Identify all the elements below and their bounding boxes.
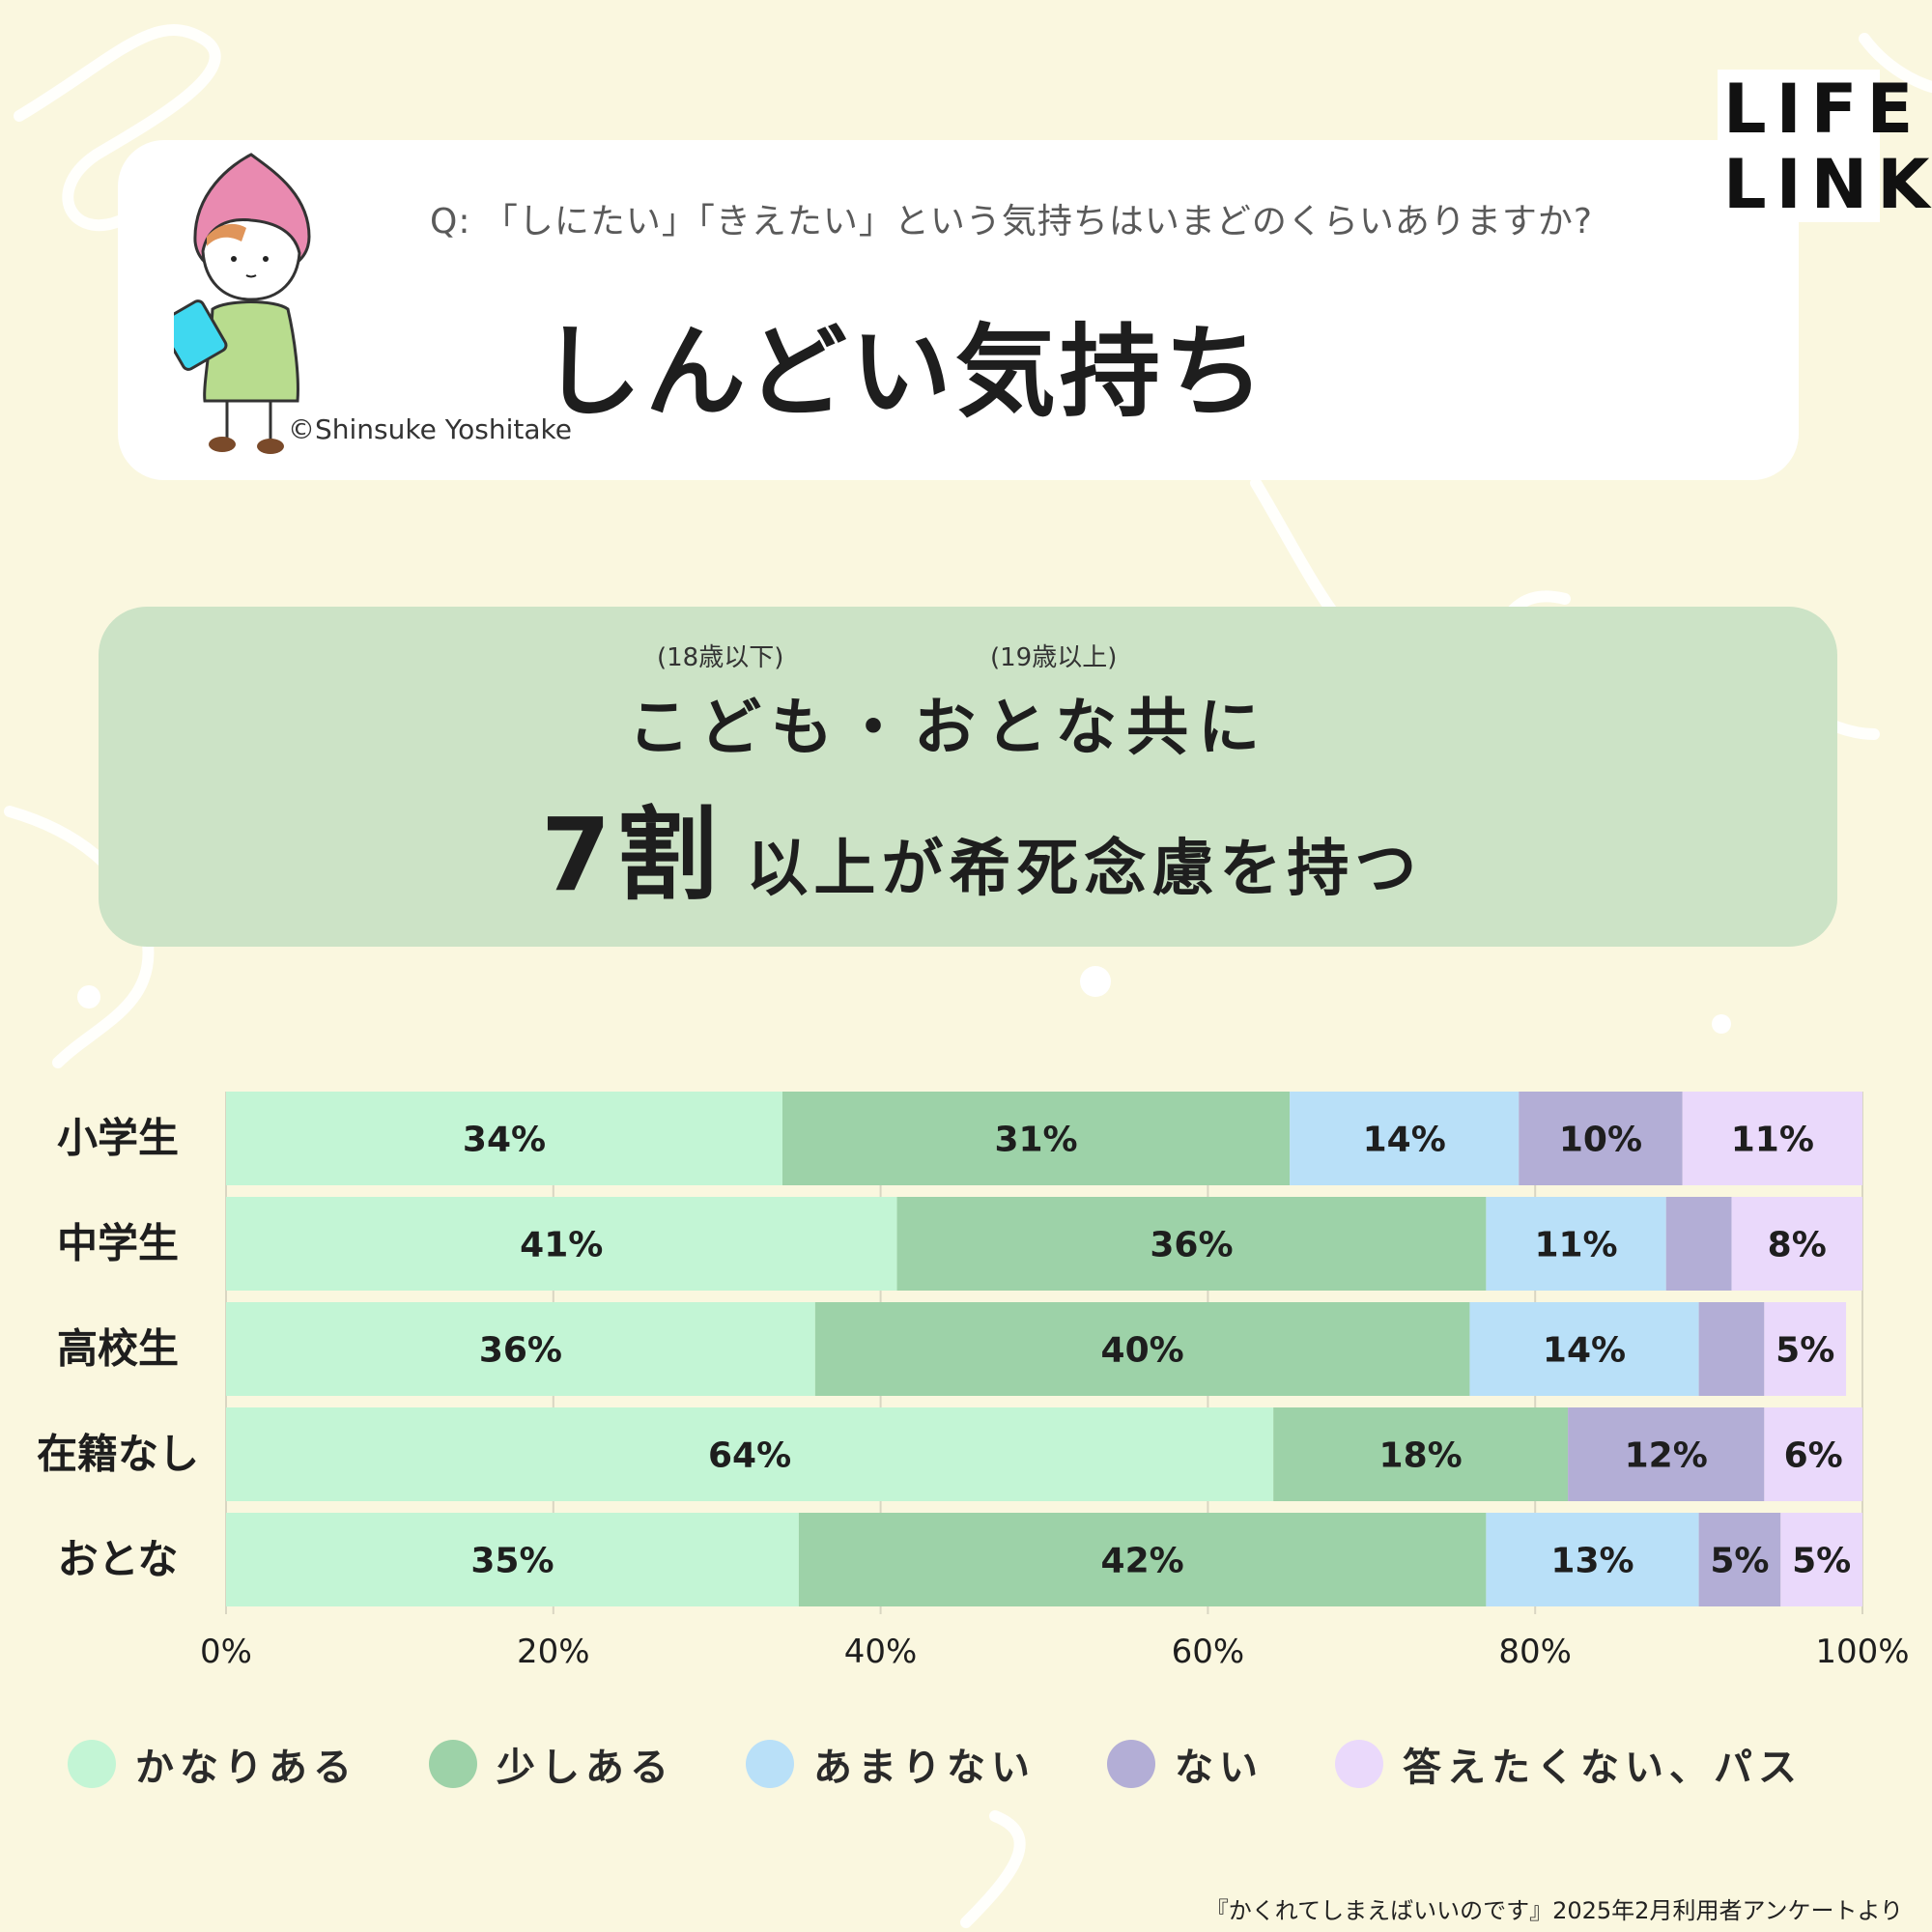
legend-item: あまりない [746,1736,1036,1792]
data-label: 12% [1625,1436,1708,1476]
legend-swatch [746,1740,794,1788]
category-label: 小学生 [57,1115,179,1162]
category-label: 高校生 [57,1325,179,1373]
survey-question: Q: 「しにたい」「きえたい」という気持ちはいまどのくらいありますか? [430,202,1594,242]
bar-segment [1486,1197,1666,1291]
x-tick-label: 0% [200,1633,252,1671]
bar-segment [1665,1197,1732,1291]
bar-segment [1290,1092,1520,1185]
data-label: 35% [470,1542,554,1581]
stacked-bar-chart: 0% 20% 40% 60% 80% 100% 小学生 34% 31% 14% 10% 11% 中学生 4… [37,1092,1910,1671]
x-tick-label: 100% [1815,1633,1909,1671]
legend-label: かなりある [135,1746,357,1790]
bar-segment [798,1513,1487,1606]
data-label: 13% [1550,1542,1634,1581]
bar-segment [226,1092,782,1185]
x-tick-label: 20% [517,1633,590,1671]
data-label: 34% [463,1121,546,1160]
data-label: 6% [1784,1436,1843,1476]
data-label: 64% [708,1436,791,1476]
legend-label: ない [1175,1746,1264,1790]
data-label: 5% [1776,1331,1834,1371]
data-label: 41% [520,1226,603,1265]
bar-segment [226,1513,799,1606]
data-label: 11% [1534,1226,1617,1265]
data-label: 11% [1731,1121,1814,1160]
bar-segment [1486,1513,1699,1606]
page-title: しんどい気持ち [541,313,1268,431]
data-label: 31% [994,1121,1077,1160]
data-label: 10% [1559,1121,1642,1160]
bar-segment [226,1407,1274,1501]
legend-swatch [1107,1740,1155,1788]
data-label: 5% [1792,1542,1851,1581]
category-label: 在籍なし [37,1431,199,1478]
legend-item: かなりある [68,1736,357,1792]
bar-segment [1780,1513,1862,1606]
headline-card [99,607,1837,947]
bar-segment [1568,1407,1765,1501]
data-label: 36% [1150,1226,1233,1265]
ruby-children: (18歳以下) [657,643,784,672]
headline-rest: 以上が希死念慮を持つ [746,834,1423,905]
bar-segment [1731,1197,1862,1291]
x-tick-label: 60% [1172,1633,1245,1671]
x-tick-label: 80% [1498,1633,1572,1671]
legend-item: ない [1107,1736,1264,1792]
x-tick-label: 40% [844,1633,918,1671]
header-card [118,140,1799,480]
logo-line-2: LINK [1723,145,1932,224]
category-label: 中学生 [57,1220,179,1267]
bar-segment [814,1302,1470,1396]
bar-segment [1698,1513,1781,1606]
legend-swatch [68,1740,116,1788]
headline-big-figure: 7割 [541,796,724,914]
category-label: おとな [58,1536,179,1583]
lifelink-logo: LIFE LINK [1718,70,1929,222]
data-label: 8% [1768,1226,1827,1265]
headline-line-1: こども・おとな共に [628,693,1270,764]
bar-segment [1764,1302,1847,1396]
data-label: 5% [1710,1542,1769,1581]
ruby-adults: (19歳以上) [990,643,1118,672]
illustration-credit: ©Shinsuke Yoshitake [288,413,572,445]
legend-item: 答えたくない、パス [1335,1736,1803,1792]
data-label: 42% [1101,1542,1184,1581]
legend-label: あまりない [813,1746,1036,1790]
bar-segment [896,1197,1487,1291]
data-label: 14% [1363,1121,1446,1160]
legend-swatch [429,1740,477,1788]
chart-legend: かなりある 少しある あまりない ない 答えたくない、パス [68,1735,1903,1793]
data-label: 40% [1101,1331,1184,1371]
legend-label: 答えたくない、パス [1403,1746,1803,1790]
bar-segment [1764,1407,1862,1501]
legend-swatch [1335,1740,1383,1788]
logo-line-1: LIFE [1723,70,1923,149]
bar-segment [1682,1092,1862,1185]
bar-segment [226,1197,897,1291]
bar-segment [1698,1302,1765,1396]
bar-segment [1469,1302,1699,1396]
legend-item: 少しある [429,1736,674,1792]
bar-segment [1273,1407,1569,1501]
bar-segment [226,1302,815,1396]
data-label: 18% [1379,1436,1463,1476]
bar-segment [1519,1092,1683,1185]
headline-line-2: 7割 以上が希死念慮を持つ [541,773,1422,919]
data-label: 14% [1543,1331,1626,1371]
source-note: 『かくれてしまえばいいのです』2025年2月利用者アンケートより [1205,1897,1903,1924]
bar-segment [781,1092,1291,1185]
data-label: 36% [479,1331,562,1371]
girl-illustration [174,153,311,454]
legend-label: 少しある [497,1746,674,1790]
